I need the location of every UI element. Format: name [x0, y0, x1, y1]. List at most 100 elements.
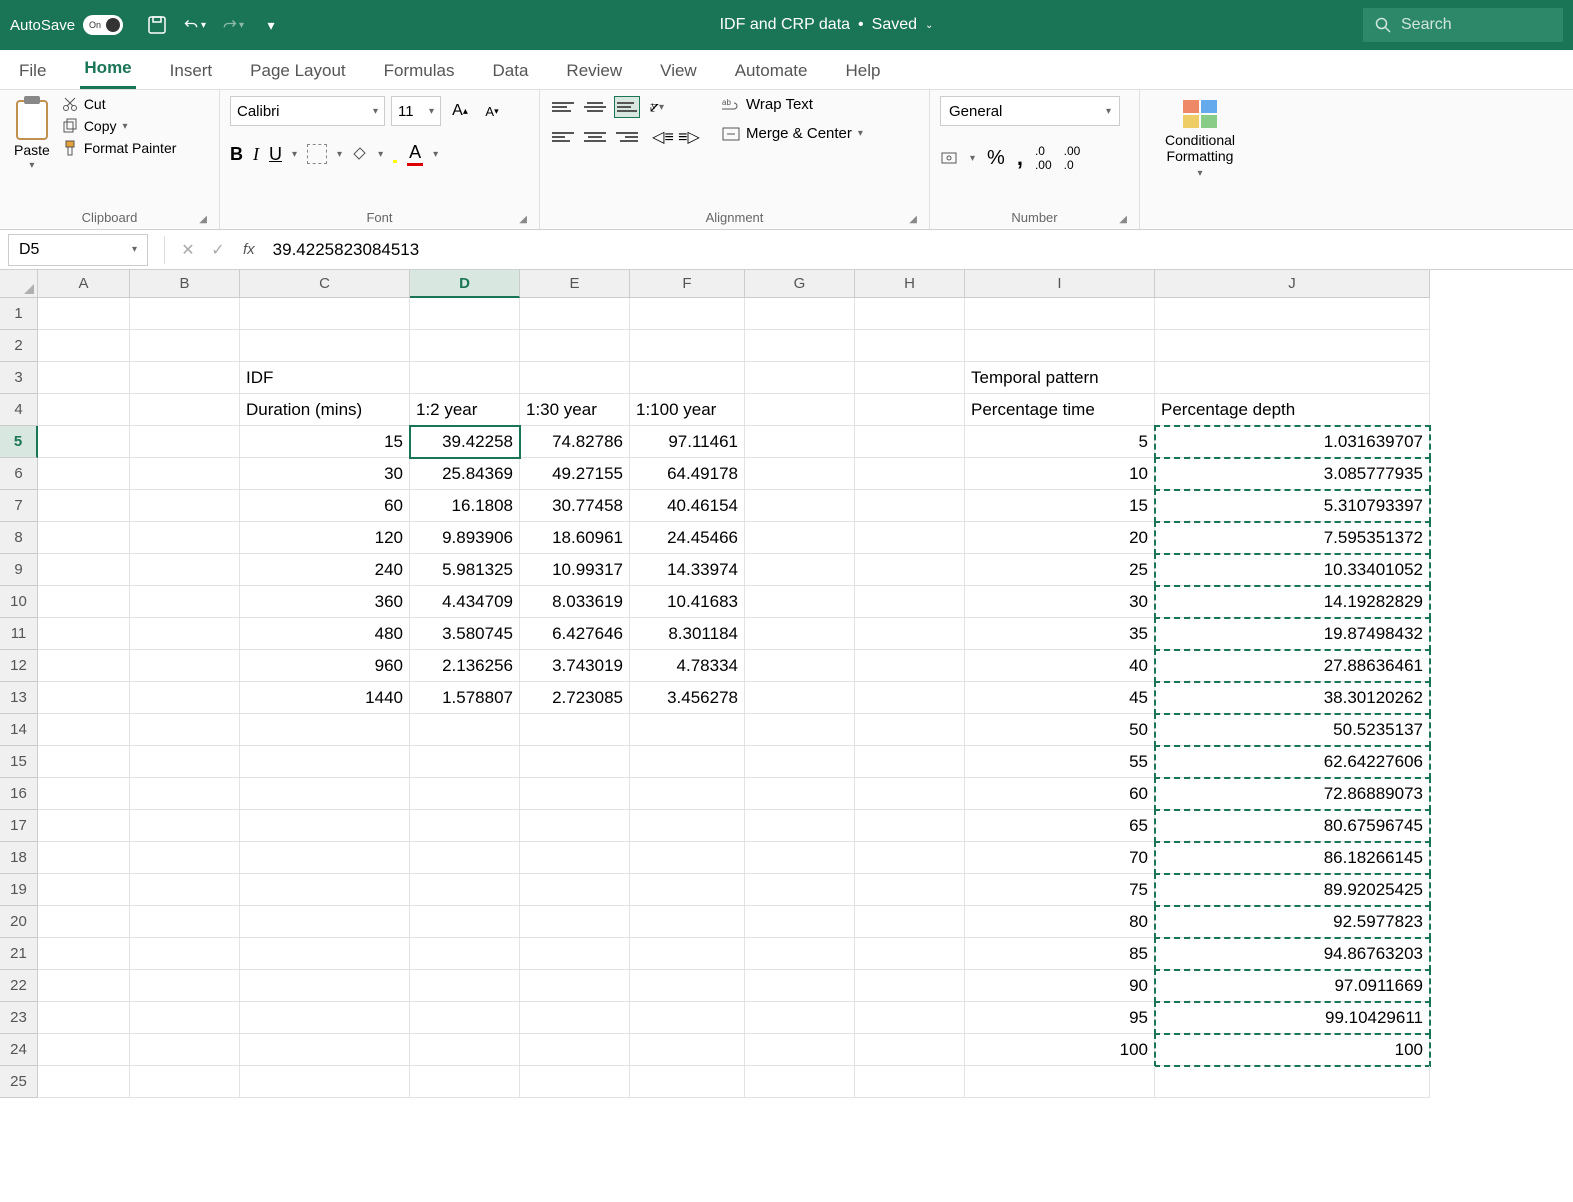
cell[interactable] [855, 586, 965, 618]
cell[interactable]: 74.82786 [520, 426, 630, 458]
cell[interactable]: 92.5977823 [1155, 906, 1430, 938]
cell[interactable]: 10.99317 [520, 554, 630, 586]
cell[interactable] [1155, 330, 1430, 362]
row-header[interactable]: 15 [0, 746, 38, 778]
cell[interactable] [520, 970, 630, 1002]
italic-button[interactable]: I [253, 144, 259, 165]
cell[interactable]: 20 [965, 522, 1155, 554]
column-header[interactable]: J [1155, 270, 1430, 298]
cell[interactable]: 5.310793397 [1155, 490, 1430, 522]
row-header[interactable]: 6 [0, 458, 38, 490]
tab-page-layout[interactable]: Page Layout [246, 53, 349, 89]
toggle-switch[interactable]: On [83, 15, 123, 35]
border-button[interactable] [307, 144, 327, 164]
cell[interactable] [410, 1066, 520, 1098]
cell[interactable]: 240 [240, 554, 410, 586]
fx-icon[interactable]: fx [243, 241, 255, 258]
cell[interactable]: 95 [965, 1002, 1155, 1034]
cell[interactable]: 1.578807 [410, 682, 520, 714]
cell[interactable] [630, 362, 745, 394]
cell[interactable] [130, 874, 240, 906]
cell[interactable] [855, 682, 965, 714]
cell[interactable]: 27.88636461 [1155, 650, 1430, 682]
cell[interactable] [410, 330, 520, 362]
cell[interactable] [745, 522, 855, 554]
fill-color-button[interactable] [352, 146, 368, 162]
cell[interactable]: 97.0911669 [1155, 970, 1430, 1002]
cell[interactable] [130, 714, 240, 746]
cell[interactable] [745, 938, 855, 970]
cell[interactable] [38, 810, 130, 842]
cell[interactable] [630, 1002, 745, 1034]
cell[interactable] [130, 970, 240, 1002]
cell[interactable] [130, 298, 240, 330]
cell[interactable] [410, 874, 520, 906]
cell[interactable] [240, 842, 410, 874]
cell[interactable] [855, 522, 965, 554]
cell[interactable]: 10 [965, 458, 1155, 490]
cell[interactable] [240, 970, 410, 1002]
cell[interactable] [130, 1002, 240, 1034]
cell[interactable] [130, 938, 240, 970]
cell[interactable] [240, 1066, 410, 1098]
cell[interactable] [130, 650, 240, 682]
cell[interactable] [38, 394, 130, 426]
cell[interactable]: 8.033619 [520, 586, 630, 618]
cell[interactable]: 49.27155 [520, 458, 630, 490]
cell[interactable]: 39.42258 [410, 426, 520, 458]
cell[interactable]: 5.981325 [410, 554, 520, 586]
conditional-formatting-button[interactable]: Conditional Formatting▾ [1150, 96, 1250, 183]
cell[interactable] [38, 650, 130, 682]
cut-button[interactable]: Cut [62, 96, 177, 112]
cell[interactable] [630, 1066, 745, 1098]
align-middle-button[interactable] [582, 96, 608, 118]
cell[interactable]: 70 [965, 842, 1155, 874]
cell[interactable]: 30 [240, 458, 410, 490]
cell[interactable] [130, 618, 240, 650]
cell[interactable]: 4.78334 [630, 650, 745, 682]
enter-formula-button[interactable]: ✓ [203, 240, 233, 260]
cell[interactable] [38, 330, 130, 362]
row-header[interactable]: 8 [0, 522, 38, 554]
cell[interactable] [410, 938, 520, 970]
cell[interactable] [410, 298, 520, 330]
cell[interactable]: 1:30 year [520, 394, 630, 426]
cell[interactable] [38, 426, 130, 458]
cell[interactable] [745, 298, 855, 330]
cell[interactable]: 5 [965, 426, 1155, 458]
cell[interactable]: 89.92025425 [1155, 874, 1430, 906]
cell[interactable] [38, 714, 130, 746]
column-header[interactable]: B [130, 270, 240, 298]
cell[interactable] [855, 1066, 965, 1098]
cell[interactable]: 8.301184 [630, 618, 745, 650]
cell[interactable] [630, 1034, 745, 1066]
cell[interactable]: 14.33974 [630, 554, 745, 586]
bold-button[interactable]: B [230, 144, 243, 165]
row-header[interactable]: 16 [0, 778, 38, 810]
align-top-button[interactable] [550, 96, 576, 118]
cell[interactable] [130, 1034, 240, 1066]
cell[interactable] [855, 330, 965, 362]
name-box[interactable]: D5▾ [8, 234, 148, 266]
tab-help[interactable]: Help [841, 53, 884, 89]
cell[interactable] [965, 1066, 1155, 1098]
cell[interactable] [38, 298, 130, 330]
cell[interactable]: 360 [240, 586, 410, 618]
cell[interactable]: 480 [240, 618, 410, 650]
cell[interactable] [240, 298, 410, 330]
cell[interactable] [520, 778, 630, 810]
cell[interactable]: 7.595351372 [1155, 522, 1430, 554]
cell[interactable] [410, 1002, 520, 1034]
increase-font-button[interactable]: A▴ [447, 98, 473, 124]
cell[interactable] [520, 330, 630, 362]
cell[interactable] [240, 330, 410, 362]
number-format-select[interactable]: General▾ [940, 96, 1120, 126]
cell[interactable]: 6.427646 [520, 618, 630, 650]
cell[interactable] [630, 778, 745, 810]
cell[interactable] [38, 970, 130, 1002]
row-header[interactable]: 13 [0, 682, 38, 714]
cell[interactable]: 60 [965, 778, 1155, 810]
cell[interactable]: 4.434709 [410, 586, 520, 618]
row-header[interactable]: 11 [0, 618, 38, 650]
cell[interactable] [855, 842, 965, 874]
